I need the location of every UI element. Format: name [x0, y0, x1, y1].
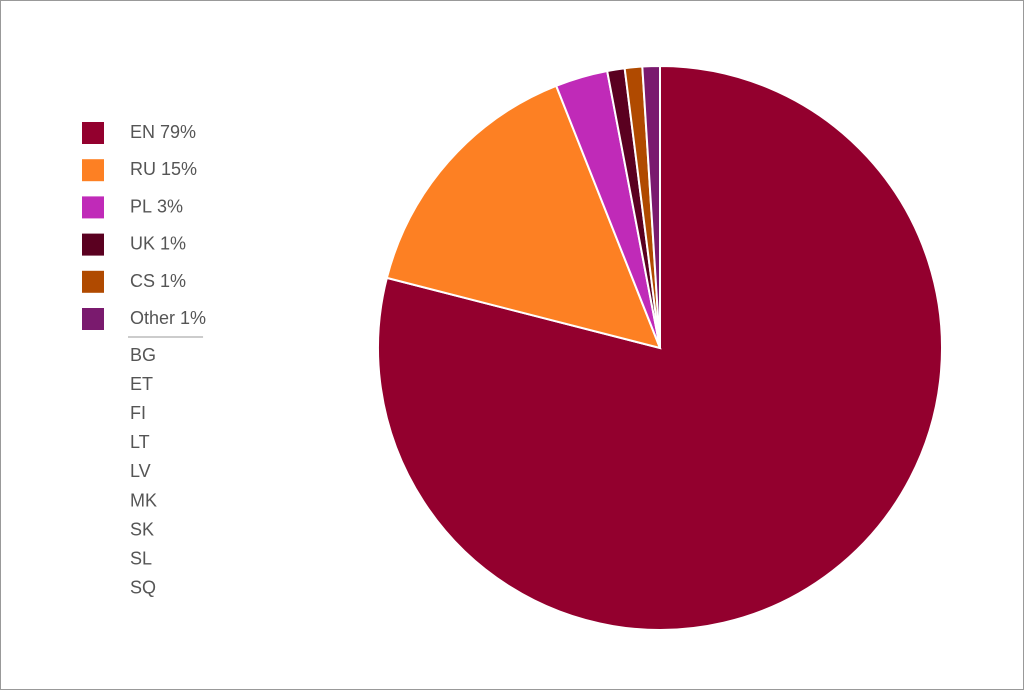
- legend-value: 1%: [180, 308, 206, 328]
- other-member: SL: [130, 548, 152, 568]
- legend-swatch: [82, 196, 104, 219]
- legend-label: Other 1%: [130, 308, 206, 328]
- legend-category: Other: [130, 308, 175, 328]
- legend-swatch: [82, 122, 104, 144]
- other-member: LT: [130, 432, 150, 452]
- legend-category: RU: [130, 159, 156, 179]
- other-member: LV: [130, 461, 151, 481]
- legend-label: EN 79%: [130, 122, 196, 142]
- other-member: MK: [130, 490, 157, 510]
- legend-label: UK 1%: [130, 233, 186, 253]
- legend-label: RU 15%: [130, 159, 197, 179]
- legend-category: EN: [130, 122, 155, 142]
- other-member: SQ: [130, 578, 156, 598]
- legend-label: PL 3%: [130, 196, 183, 216]
- other-member: FI: [130, 403, 146, 423]
- legend-swatch: [82, 270, 104, 293]
- legend-category: PL: [130, 196, 152, 216]
- legend-swatch: [82, 233, 104, 256]
- legend-value: 15%: [161, 159, 197, 179]
- legend-value: 79%: [160, 122, 196, 142]
- legend-value: 1%: [160, 233, 186, 253]
- legend-value: 3%: [157, 196, 183, 216]
- pie-slice: [385, 84, 662, 350]
- legend-category: UK: [130, 233, 155, 253]
- pie-slice: [641, 64, 661, 349]
- other-member: SK: [130, 519, 154, 539]
- legend-value: 1%: [160, 271, 186, 291]
- legend-swatch: [82, 159, 104, 182]
- other-member: BG: [130, 345, 156, 365]
- legend-label: CS 1%: [130, 271, 186, 291]
- legend-category: CS: [130, 271, 155, 291]
- other-member: ET: [130, 374, 153, 394]
- legend-swatch: [82, 308, 104, 330]
